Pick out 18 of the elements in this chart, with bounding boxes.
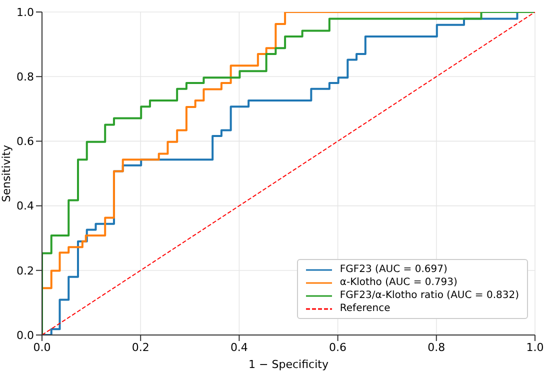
y-tick-label: 0.6	[16, 135, 34, 148]
x-tick-label: 0.0	[33, 340, 51, 354]
y-tick-label: 1.0	[16, 6, 34, 19]
x-tick-label: 1.0	[526, 340, 544, 354]
x-tick-label: 0.4	[230, 340, 248, 354]
x-tick-label: 0.6	[329, 340, 347, 354]
y-axis-title: Sensitivity	[0, 144, 13, 202]
legend-label: Reference	[340, 303, 390, 314]
legend-label: α-Klotho (AUC = 0.793)	[340, 277, 458, 288]
x-tick-label: 0.2	[132, 340, 150, 354]
y-tick-label: 0.8	[16, 70, 34, 84]
y-tick-label: 0.0	[16, 328, 34, 342]
x-tick-label: 0.8	[428, 340, 446, 354]
x-axis-title: 1 − Specificity	[248, 358, 329, 371]
legend-label: FGF23/α-Klotho ratio (AUC = 0.832)	[340, 290, 519, 301]
y-tick-label: 0.4	[16, 200, 34, 213]
y-tick-label: 0.2	[16, 264, 34, 278]
legend-label: FGF23 (AUC = 0.697)	[340, 264, 448, 275]
